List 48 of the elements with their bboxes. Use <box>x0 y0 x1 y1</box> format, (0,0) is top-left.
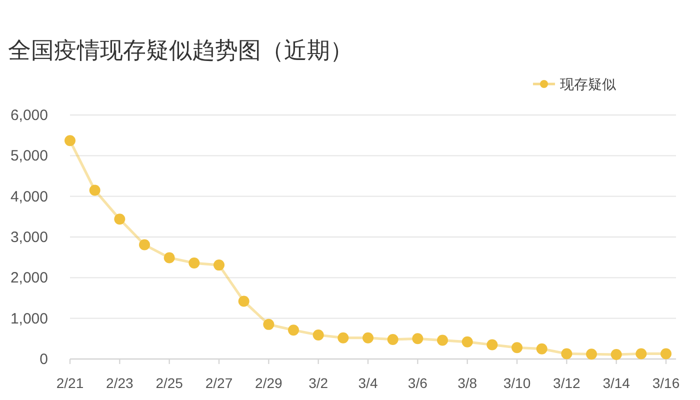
point <box>486 339 498 350</box>
y-tick-label: 3,000 <box>10 229 48 246</box>
point <box>238 296 250 307</box>
point <box>412 333 424 344</box>
point <box>362 332 374 344</box>
y-tick-label: 1,000 <box>10 310 48 328</box>
point <box>610 349 622 360</box>
point <box>188 258 200 269</box>
x-tick-label: 2/25 <box>156 375 184 391</box>
point <box>512 342 522 354</box>
y-tick-label: 6,000 <box>10 107 48 124</box>
point <box>64 135 76 146</box>
point <box>338 332 349 344</box>
point <box>660 348 672 360</box>
point <box>114 214 126 225</box>
x-tick-label: 3/16 <box>652 375 680 391</box>
legend-label: 现存疑似 <box>560 76 616 92</box>
x-tick-label: 2/23 <box>106 375 134 391</box>
x-tick-label: 3/2 <box>308 375 328 391</box>
y-tick-label: 5,000 <box>10 148 48 165</box>
point <box>636 348 647 360</box>
x-tick-label: 2/21 <box>56 375 84 391</box>
x-tick-label: 3/8 <box>458 375 478 391</box>
point <box>586 348 597 360</box>
title: 全国疫情现存疑似趋势图（近期） <box>8 37 353 63</box>
point <box>214 260 224 271</box>
legend: 现存疑似 <box>533 76 616 92</box>
x-tick-label: 3/6 <box>408 375 428 391</box>
y-tick-label: 2,000 <box>10 270 48 287</box>
x-tick-label: 3/12 <box>553 375 581 391</box>
point <box>288 324 299 336</box>
point <box>561 348 572 360</box>
point <box>437 334 448 346</box>
point <box>536 343 548 354</box>
x-tick-label: 3/4 <box>358 375 378 391</box>
x-tick-label: 2/29 <box>255 375 283 391</box>
point <box>89 184 100 196</box>
point <box>312 330 324 341</box>
point <box>263 318 274 330</box>
point <box>139 239 150 250</box>
point <box>164 252 175 264</box>
y-tick-label: 0 <box>40 351 48 368</box>
y-tick-label: 4,000 <box>10 188 48 206</box>
point <box>387 334 398 345</box>
point <box>462 336 473 348</box>
x-tick-label: 3/10 <box>503 375 531 391</box>
x-tick-label: 2/27 <box>205 375 233 391</box>
x-tick-label: 3/14 <box>602 375 630 391</box>
